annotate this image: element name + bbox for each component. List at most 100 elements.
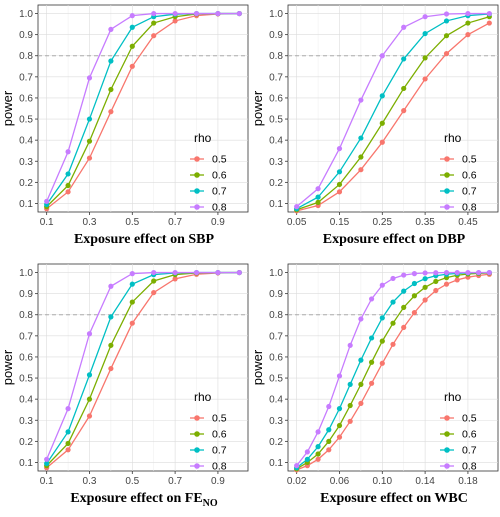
y-tick-label: 1.0 xyxy=(19,9,33,20)
x-axis-label-text: Exposure effect on DBP xyxy=(323,232,465,247)
data-point xyxy=(65,441,70,446)
y-tick-label: 0.3 xyxy=(19,416,33,427)
data-point xyxy=(326,447,331,452)
legend-key-marker xyxy=(444,463,450,469)
x-tick-label: 0.06 xyxy=(330,476,350,487)
chart-svg-sbp: 0.1 0.2 0.3 0.4 0.5 0.6 0.7 0.8 0.9 1.0 0.1 0.3 0.5 0… xyxy=(0,0,250,258)
data-point xyxy=(423,276,428,281)
data-point xyxy=(337,189,342,194)
x-tick-label: 0.18 xyxy=(458,476,478,487)
chart-panel-wbc: 0.1 0.2 0.3 0.4 0.5 0.6 0.7 0.8 0.9 1.0 0.02 0.06 0.… xyxy=(250,259,500,517)
data-point xyxy=(315,195,320,200)
y-tick-label: 0.2 xyxy=(19,178,33,189)
data-point xyxy=(65,406,70,411)
data-point xyxy=(348,343,353,348)
x-tick-label: 0.1 xyxy=(40,476,54,487)
legend-entry-label: 0.8 xyxy=(462,202,477,214)
x-tick-label: 0.05 xyxy=(287,217,307,228)
data-point xyxy=(237,270,242,275)
data-point xyxy=(412,310,417,315)
data-point xyxy=(380,140,385,145)
data-point xyxy=(401,86,406,91)
data-point xyxy=(465,20,470,25)
data-point xyxy=(380,121,385,126)
y-tick-label: 0.6 xyxy=(19,352,33,363)
data-point xyxy=(390,299,395,304)
data-point xyxy=(348,419,353,424)
legend-entry-label: 0.7 xyxy=(462,186,477,198)
data-point xyxy=(348,403,353,408)
data-point xyxy=(423,55,428,60)
legend-title: rho xyxy=(194,390,212,404)
data-point xyxy=(215,270,220,275)
x-tick-label: 0.5 xyxy=(125,476,139,487)
y-tick-label: 0.5 xyxy=(19,374,33,385)
data-point xyxy=(65,183,70,188)
data-point xyxy=(487,20,492,25)
data-point xyxy=(315,429,320,434)
x-tick-label: 0.3 xyxy=(83,217,97,228)
data-point xyxy=(390,276,395,281)
legend-title: rho xyxy=(444,390,462,404)
y-tick-label: 0.9 xyxy=(19,30,33,41)
x-tick-label: 0.35 xyxy=(415,217,435,228)
data-point xyxy=(315,200,320,205)
chart-panel-sbp: 0.1 0.2 0.3 0.4 0.5 0.6 0.7 0.8 0.9 1.0 0.1 0.3 0.5 0… xyxy=(0,0,250,258)
y-tick-label: 0.2 xyxy=(19,437,33,448)
data-point xyxy=(337,182,342,187)
data-point xyxy=(130,299,135,304)
data-point xyxy=(108,366,113,371)
data-point xyxy=(130,25,135,30)
data-point xyxy=(412,271,417,276)
y-tick-label: 0.4 xyxy=(19,395,33,406)
legend-key-marker xyxy=(194,463,200,469)
x-tick-label: 0.15 xyxy=(330,217,350,228)
data-point xyxy=(423,31,428,36)
data-point xyxy=(487,270,492,275)
data-point xyxy=(305,449,310,454)
data-point xyxy=(337,435,342,440)
legend-key-marker xyxy=(194,447,200,453)
data-point xyxy=(326,404,331,409)
legend-entry-label: 0.8 xyxy=(212,202,227,214)
data-point xyxy=(423,270,428,275)
data-point xyxy=(151,20,156,25)
data-point xyxy=(65,171,70,176)
data-point xyxy=(423,285,428,290)
data-point xyxy=(358,167,363,172)
x-axis-label-text: Exposure effect on FE xyxy=(70,491,202,506)
data-point xyxy=(194,270,199,275)
data-point xyxy=(476,270,481,275)
x-tick-label: 0.45 xyxy=(458,217,478,228)
x-axis-label-text: Exposure effect on WBC xyxy=(320,491,468,506)
legend-key-marker xyxy=(194,431,200,437)
data-point xyxy=(369,360,374,365)
data-point xyxy=(444,11,449,16)
legend-entry-label: 0.5 xyxy=(212,154,227,166)
data-point xyxy=(423,76,428,81)
legend-key-marker xyxy=(194,415,200,421)
data-point xyxy=(423,14,428,19)
legend-entry-label: 0.5 xyxy=(462,413,477,425)
data-point xyxy=(465,32,470,37)
data-point xyxy=(108,109,113,114)
data-point xyxy=(444,18,449,23)
y-tick-label: 0.3 xyxy=(269,416,283,427)
legend-entry-label: 0.8 xyxy=(212,461,227,473)
data-point xyxy=(358,401,363,406)
y-tick-label: 0.7 xyxy=(269,72,283,83)
data-point xyxy=(401,25,406,30)
legend-key-marker xyxy=(194,172,200,178)
data-point xyxy=(237,11,242,16)
y-tick-label: 0.8 xyxy=(19,51,33,62)
data-point xyxy=(108,284,113,289)
legend-key-marker xyxy=(444,204,450,210)
y-tick-label: 0.8 xyxy=(269,51,283,62)
legend-key-marker xyxy=(194,204,200,210)
chart-svg-dbp: 0.10.20.30.40.50.60.70.80.91.00.05 0.15 0.… xyxy=(250,0,500,258)
legend-key-marker xyxy=(444,156,450,162)
y-tick-label: 0.5 xyxy=(269,115,283,126)
y-tick-label: 0.5 xyxy=(269,374,283,385)
data-point xyxy=(380,361,385,366)
data-point xyxy=(380,315,385,320)
